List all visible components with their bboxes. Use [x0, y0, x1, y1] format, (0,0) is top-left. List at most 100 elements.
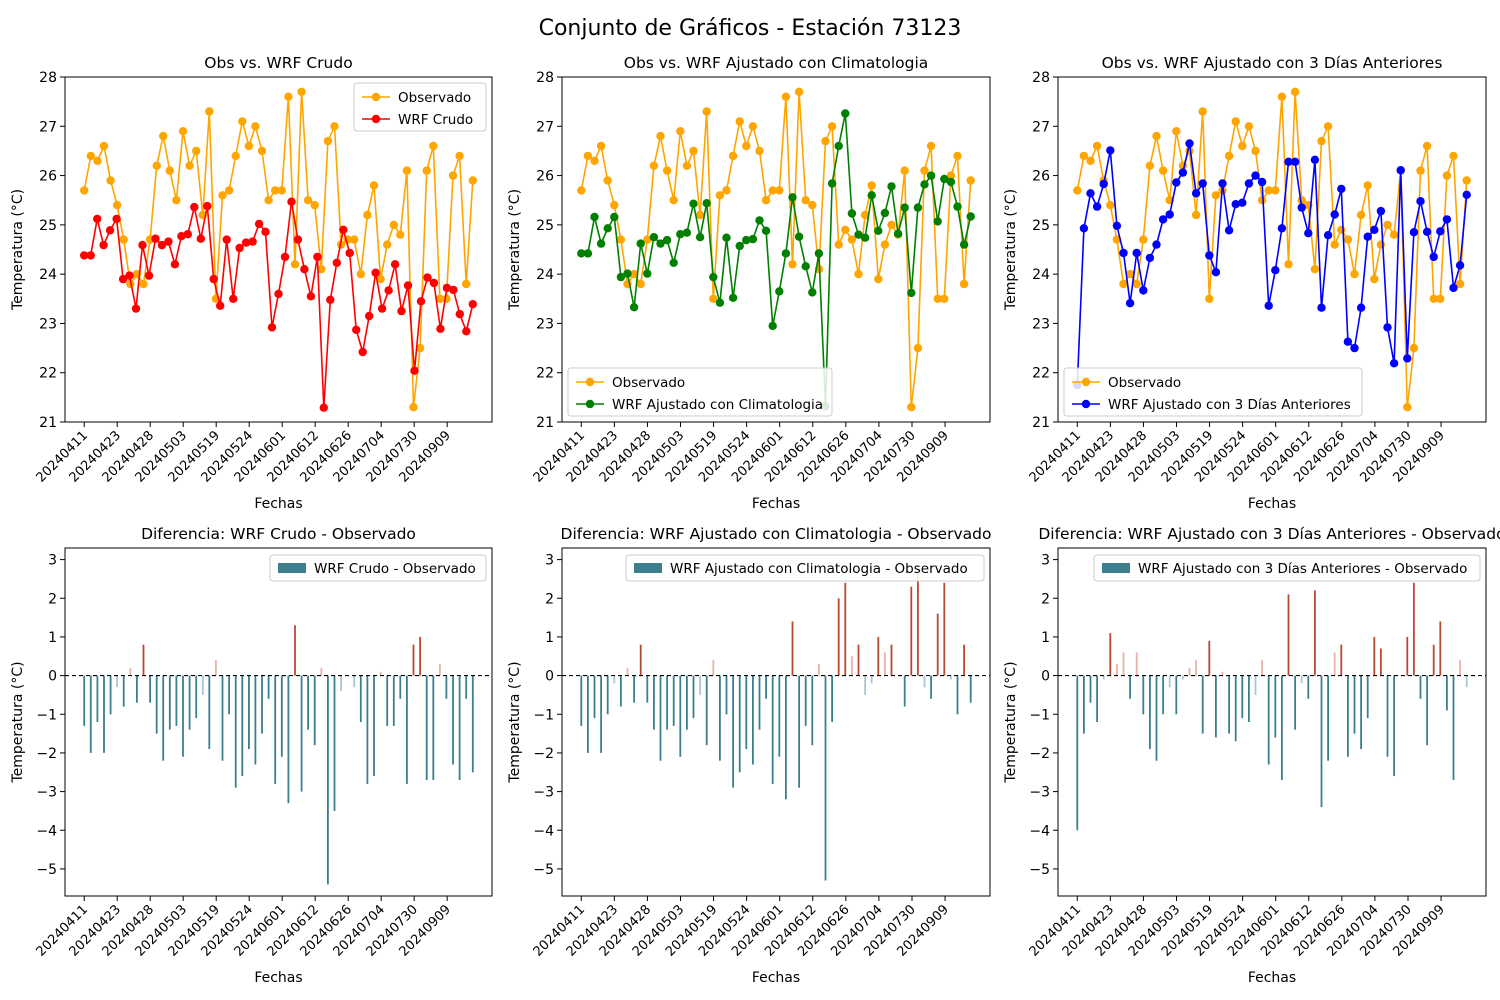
- y-tick-label: −4: [533, 823, 554, 839]
- bar: [1426, 675, 1428, 746]
- data-point: [376, 274, 385, 284]
- data-point: [913, 343, 923, 353]
- data-point: [1436, 294, 1445, 303]
- plot-area: [65, 625, 492, 885]
- y-tick-label: 24: [1032, 267, 1050, 283]
- y-tick-label: 26: [39, 169, 57, 185]
- bar: [923, 675, 926, 688]
- legend-marker: [1081, 399, 1091, 409]
- data-point: [138, 240, 147, 250]
- data-point: [867, 191, 876, 200]
- bar: [1234, 675, 1237, 742]
- bar: [1102, 675, 1105, 680]
- data-point: [244, 141, 254, 151]
- data-point: [248, 237, 257, 246]
- y-tick-label: 24: [39, 267, 57, 283]
- data-point: [781, 92, 791, 101]
- data-point: [1416, 166, 1425, 175]
- data-point: [1185, 139, 1194, 148]
- data-point: [907, 403, 916, 412]
- data-point: [728, 151, 738, 161]
- bar: [653, 675, 655, 730]
- plot-area: [577, 87, 975, 412]
- data-point: [390, 260, 400, 269]
- data-point: [1403, 354, 1412, 363]
- legend-label: Observado: [612, 375, 685, 391]
- data-point: [358, 347, 367, 357]
- bar: [712, 660, 715, 676]
- data-point: [416, 297, 426, 306]
- bar: [465, 675, 468, 699]
- data-point: [80, 251, 89, 260]
- bar: [294, 625, 296, 676]
- data-point: [1290, 87, 1300, 97]
- legend: WRF Crudo - Observado: [269, 554, 487, 582]
- data-point: [1271, 266, 1280, 275]
- bar: [1300, 675, 1303, 684]
- data-point: [590, 212, 599, 222]
- data-point: [1290, 157, 1300, 166]
- plot-area: [1073, 87, 1471, 412]
- bar: [155, 675, 158, 734]
- data-point: [1139, 286, 1148, 295]
- bar: [798, 675, 800, 788]
- bar: [432, 675, 435, 780]
- bar: [587, 675, 589, 753]
- data-point: [682, 161, 692, 170]
- y-tick-label: −2: [1029, 746, 1050, 762]
- bar: [406, 675, 408, 784]
- bar: [778, 675, 781, 757]
- data-point: [761, 196, 771, 205]
- data-point: [775, 287, 784, 296]
- bar: [1248, 675, 1250, 722]
- bar: [943, 582, 946, 676]
- bar: [1307, 675, 1310, 699]
- bar: [771, 675, 774, 784]
- y-tick-label: 3: [1041, 553, 1050, 569]
- data-point: [913, 203, 923, 212]
- data-point: [893, 229, 903, 238]
- bar: [386, 675, 389, 726]
- bar: [659, 675, 662, 761]
- data-point: [794, 232, 804, 241]
- data-point: [139, 279, 148, 289]
- bar: [116, 675, 118, 688]
- data-point: [933, 294, 942, 303]
- data-point: [261, 227, 270, 236]
- data-point: [1350, 269, 1359, 279]
- bar: [412, 644, 415, 676]
- y-axis-label: Temperatura (°C): [507, 189, 523, 311]
- bar: [366, 675, 369, 784]
- bar: [1393, 675, 1395, 777]
- data-point: [345, 248, 354, 258]
- y-tick-label: −3: [36, 785, 57, 801]
- x-axis-label: Fechas: [752, 970, 800, 986]
- data-point: [577, 186, 586, 195]
- bar: [811, 675, 814, 746]
- data-point: [623, 269, 632, 278]
- data-point: [396, 230, 405, 239]
- bar: [1096, 675, 1098, 722]
- data-point: [1330, 210, 1339, 219]
- data-point: [695, 210, 705, 220]
- data-point: [742, 235, 751, 245]
- bar: [1201, 675, 1204, 734]
- data-point: [702, 107, 711, 116]
- data-point: [616, 272, 626, 282]
- data-point: [323, 136, 333, 146]
- data-point: [1389, 230, 1399, 239]
- data-point: [313, 252, 322, 262]
- y-tick-label: 21: [1032, 415, 1050, 431]
- data-point: [1277, 92, 1287, 101]
- data-point: [144, 271, 154, 280]
- data-point: [880, 240, 890, 249]
- data-point: [1323, 122, 1333, 131]
- bar: [633, 675, 635, 703]
- data-point: [165, 166, 174, 175]
- data-point: [280, 252, 290, 262]
- legend: WRF Ajustado con Climatologia - Observad…: [625, 554, 985, 582]
- data-point: [755, 216, 764, 225]
- data-point: [1251, 146, 1260, 156]
- data-point: [682, 228, 692, 237]
- data-point: [788, 193, 797, 202]
